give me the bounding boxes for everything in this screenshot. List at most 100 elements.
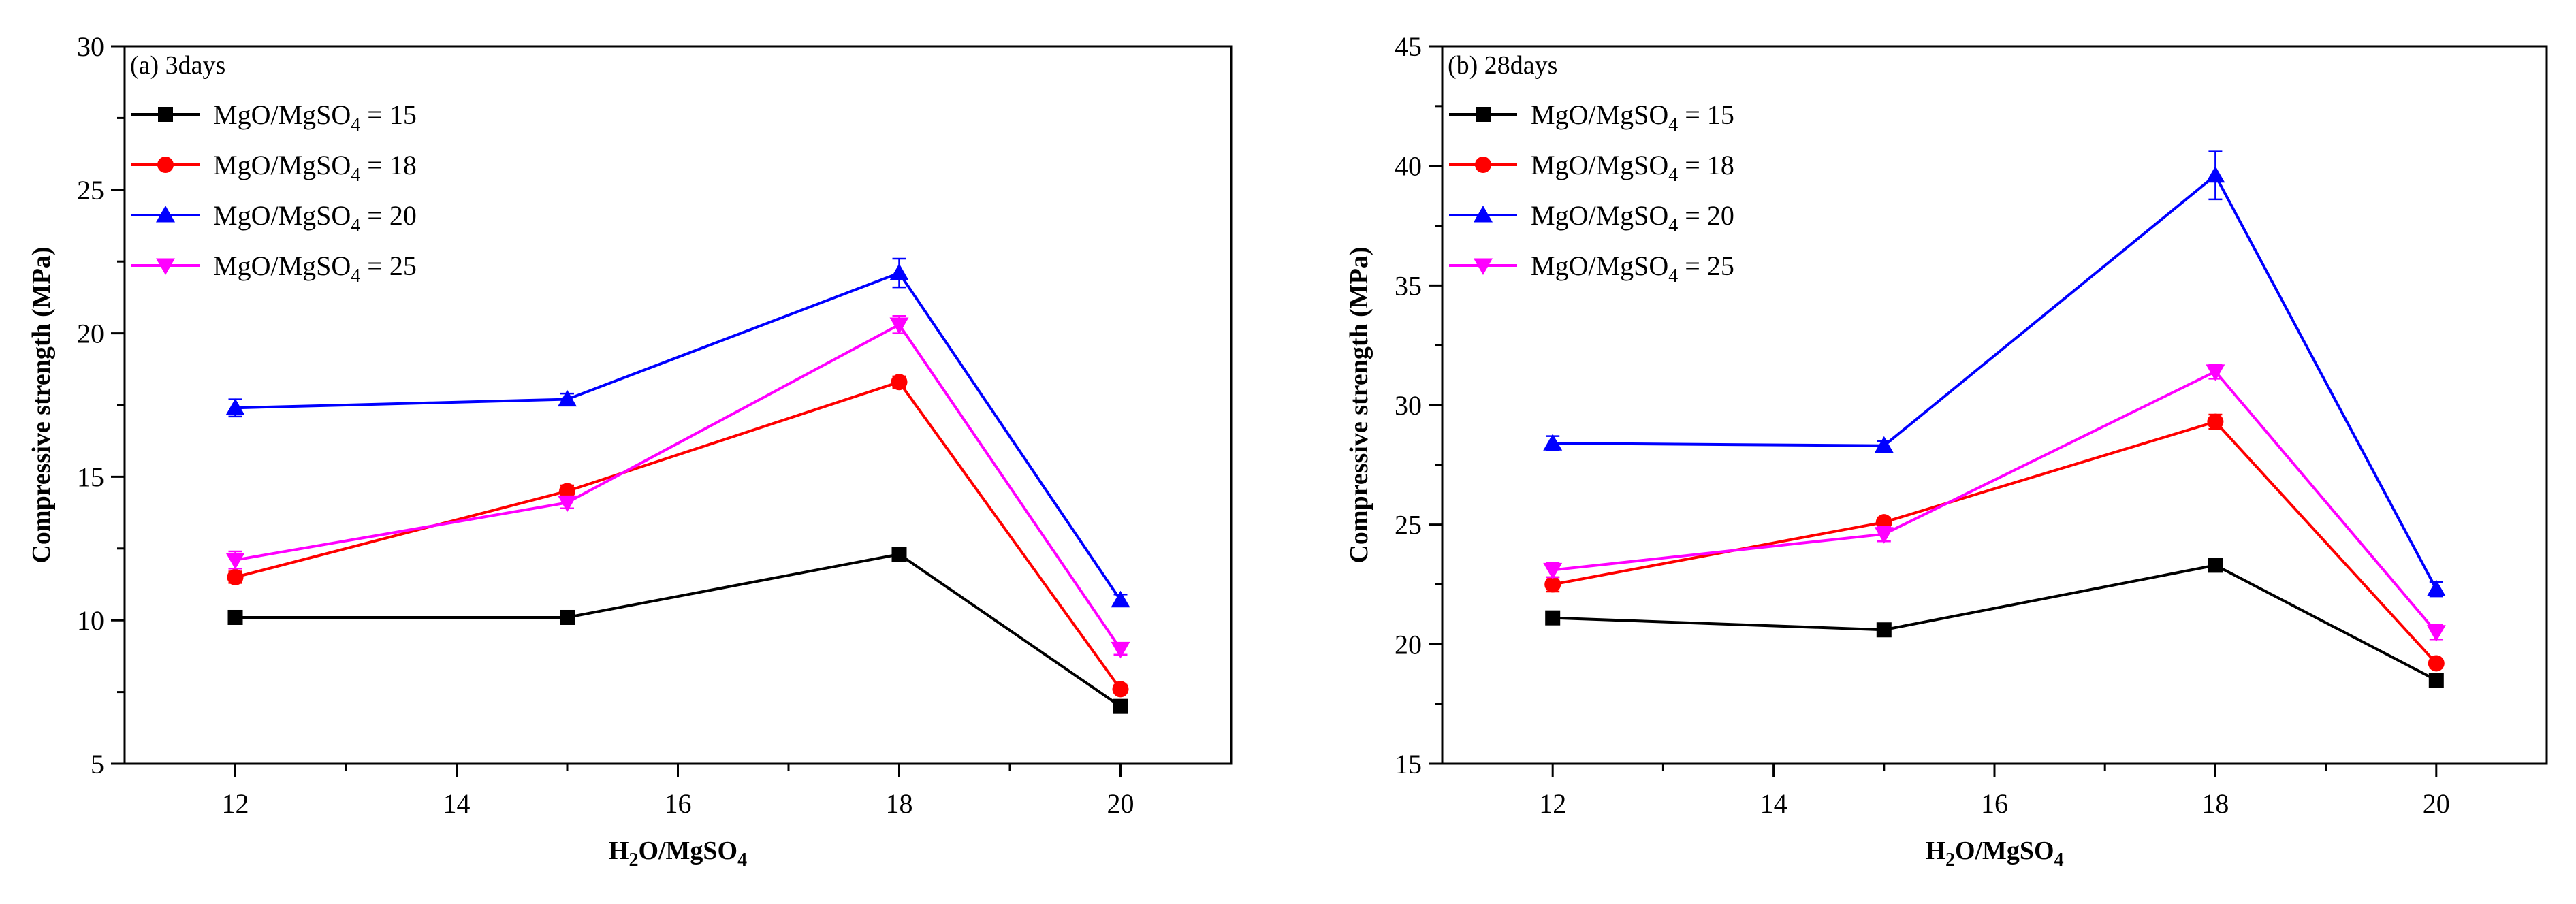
data-point xyxy=(1544,576,1561,593)
legend-entry: MgO/MgSO4 = 20 xyxy=(131,200,417,236)
series-line xyxy=(1552,420,2438,664)
legend-marker xyxy=(156,206,175,223)
legend-marker xyxy=(1474,258,1493,275)
series-1 xyxy=(1545,558,2444,688)
legend-label-part: MgO/MgSO xyxy=(213,200,351,231)
data-point xyxy=(2208,558,2223,573)
legend-label-part: = 18 xyxy=(360,150,417,180)
series-2 xyxy=(1544,413,2445,672)
legend-label-part: = 25 xyxy=(360,251,417,281)
data-point xyxy=(1545,610,1561,626)
data-point xyxy=(559,483,575,500)
y-axis-title: Compressive strength (MPa) xyxy=(27,246,56,563)
data-point xyxy=(225,553,245,570)
x-tick-label: 20 xyxy=(2423,788,2450,819)
data-point xyxy=(225,398,245,415)
x-axis-title-sub: 2 xyxy=(1945,850,1955,871)
y-tick-label: 30 xyxy=(1395,390,1422,421)
x-axis-title-sub: 4 xyxy=(2054,850,2064,871)
y-tick-label: 15 xyxy=(1395,749,1422,779)
legend-label: MgO/MgSO4 = 15 xyxy=(1531,99,1734,135)
legend-label-sub: 4 xyxy=(1668,215,1678,236)
x-axis-title-sub: 4 xyxy=(737,850,747,871)
data-point xyxy=(1874,527,1894,544)
data-point xyxy=(2426,579,2446,597)
legend-entry: MgO/MgSO4 = 15 xyxy=(131,99,417,135)
legend-label-sub: 4 xyxy=(1668,114,1678,135)
y-tick-label: 5 xyxy=(91,749,104,779)
x-axis-title-part: O/MgSO xyxy=(638,837,737,865)
series-1 xyxy=(227,547,1128,714)
panel-b-28days: 12 14 16 18 2015202530354045H2O/MgSO4Compres… xyxy=(1345,31,2548,871)
legend-label: MgO/MgSO4 = 15 xyxy=(213,99,417,135)
y-tick-label: 15 xyxy=(77,462,104,492)
data-point xyxy=(889,317,909,334)
legend-label-part: = 20 xyxy=(360,200,417,231)
series-line xyxy=(235,553,1122,708)
legend-label: MgO/MgSO4 = 20 xyxy=(213,200,417,236)
legend-label-sub: 4 xyxy=(351,215,360,236)
data-point xyxy=(227,568,244,585)
legend-label: MgO/MgSO4 = 25 xyxy=(213,251,417,287)
x-tick-label: 16 xyxy=(1981,788,2008,819)
data-point xyxy=(2428,673,2444,688)
series-line xyxy=(234,380,1122,690)
legend-entry: MgO/MgSO4 = 15 xyxy=(1449,99,1734,135)
x-axis-title: H2O/MgSO4 xyxy=(609,837,747,871)
data-point xyxy=(891,374,908,391)
data-point xyxy=(1543,562,1563,580)
legend-marker xyxy=(1476,107,1491,122)
legend-label-part: = 20 xyxy=(1678,200,1734,231)
y-tick-label: 30 xyxy=(77,31,104,62)
series-line xyxy=(235,271,1122,601)
data-point xyxy=(2207,413,2224,430)
legend-label-part: MgO/MgSO xyxy=(1531,150,1668,180)
legend-label-sub: 4 xyxy=(1668,165,1678,186)
x-axis-title-sub: 2 xyxy=(629,850,638,871)
data-point xyxy=(2206,165,2225,183)
legend-entry: MgO/MgSO4 = 25 xyxy=(131,251,417,287)
data-point xyxy=(1874,436,1894,453)
legend-label: MgO/MgSO4 = 18 xyxy=(1531,150,1734,186)
data-point xyxy=(1543,434,1563,451)
data-point xyxy=(558,495,577,513)
legend-marker xyxy=(156,258,175,275)
legend-label-part: = 15 xyxy=(1678,99,1734,130)
data-point xyxy=(2428,655,2445,672)
legend-entry: MgO/MgSO4 = 18 xyxy=(131,150,417,186)
y-tick-label: 10 xyxy=(77,605,104,636)
data-point xyxy=(558,389,577,407)
x-tick-label: 12 xyxy=(1539,788,1566,819)
data-point xyxy=(2426,625,2446,642)
y-tick-label: 20 xyxy=(77,319,104,349)
legend-entry: MgO/MgSO4 = 18 xyxy=(1449,150,1734,186)
legend-label: MgO/MgSO4 = 25 xyxy=(1531,251,1734,287)
panel-label: (b) 28days xyxy=(1448,51,1557,80)
y-tick-label: 20 xyxy=(1395,629,1422,660)
series-3 xyxy=(225,257,1130,608)
x-tick-label: 16 xyxy=(665,788,692,819)
data-point xyxy=(1111,590,1130,608)
legend-label-sub: 4 xyxy=(351,265,360,287)
y-tick-label: 25 xyxy=(77,175,104,206)
data-point xyxy=(1111,641,1130,659)
x-tick-label: 20 xyxy=(1107,788,1134,819)
y-tick-label: 25 xyxy=(1395,510,1422,540)
legend-entry: MgO/MgSO4 = 20 xyxy=(1449,200,1734,236)
data-point xyxy=(891,547,907,562)
y-axis-title: Compressive strength (MPa) xyxy=(1345,246,1373,563)
series-3 xyxy=(1543,150,2446,598)
data-point xyxy=(889,263,909,280)
legend-marker xyxy=(1475,157,1491,173)
legend-marker xyxy=(1474,206,1493,223)
legend-label-part: MgO/MgSO xyxy=(1531,200,1668,231)
legend-label-sub: 4 xyxy=(351,114,360,135)
legend-marker xyxy=(157,157,174,173)
data-point xyxy=(2206,364,2225,381)
legend-label-part: MgO/MgSO xyxy=(1531,251,1668,281)
panel-a-3days: 12 14 16 18 2051015202530H2O/MgSO4Compressiv… xyxy=(27,31,1233,871)
x-tick-label: 14 xyxy=(443,788,471,819)
legend-label-part: MgO/MgSO xyxy=(213,251,351,281)
legend-label: MgO/MgSO4 = 18 xyxy=(213,150,417,186)
